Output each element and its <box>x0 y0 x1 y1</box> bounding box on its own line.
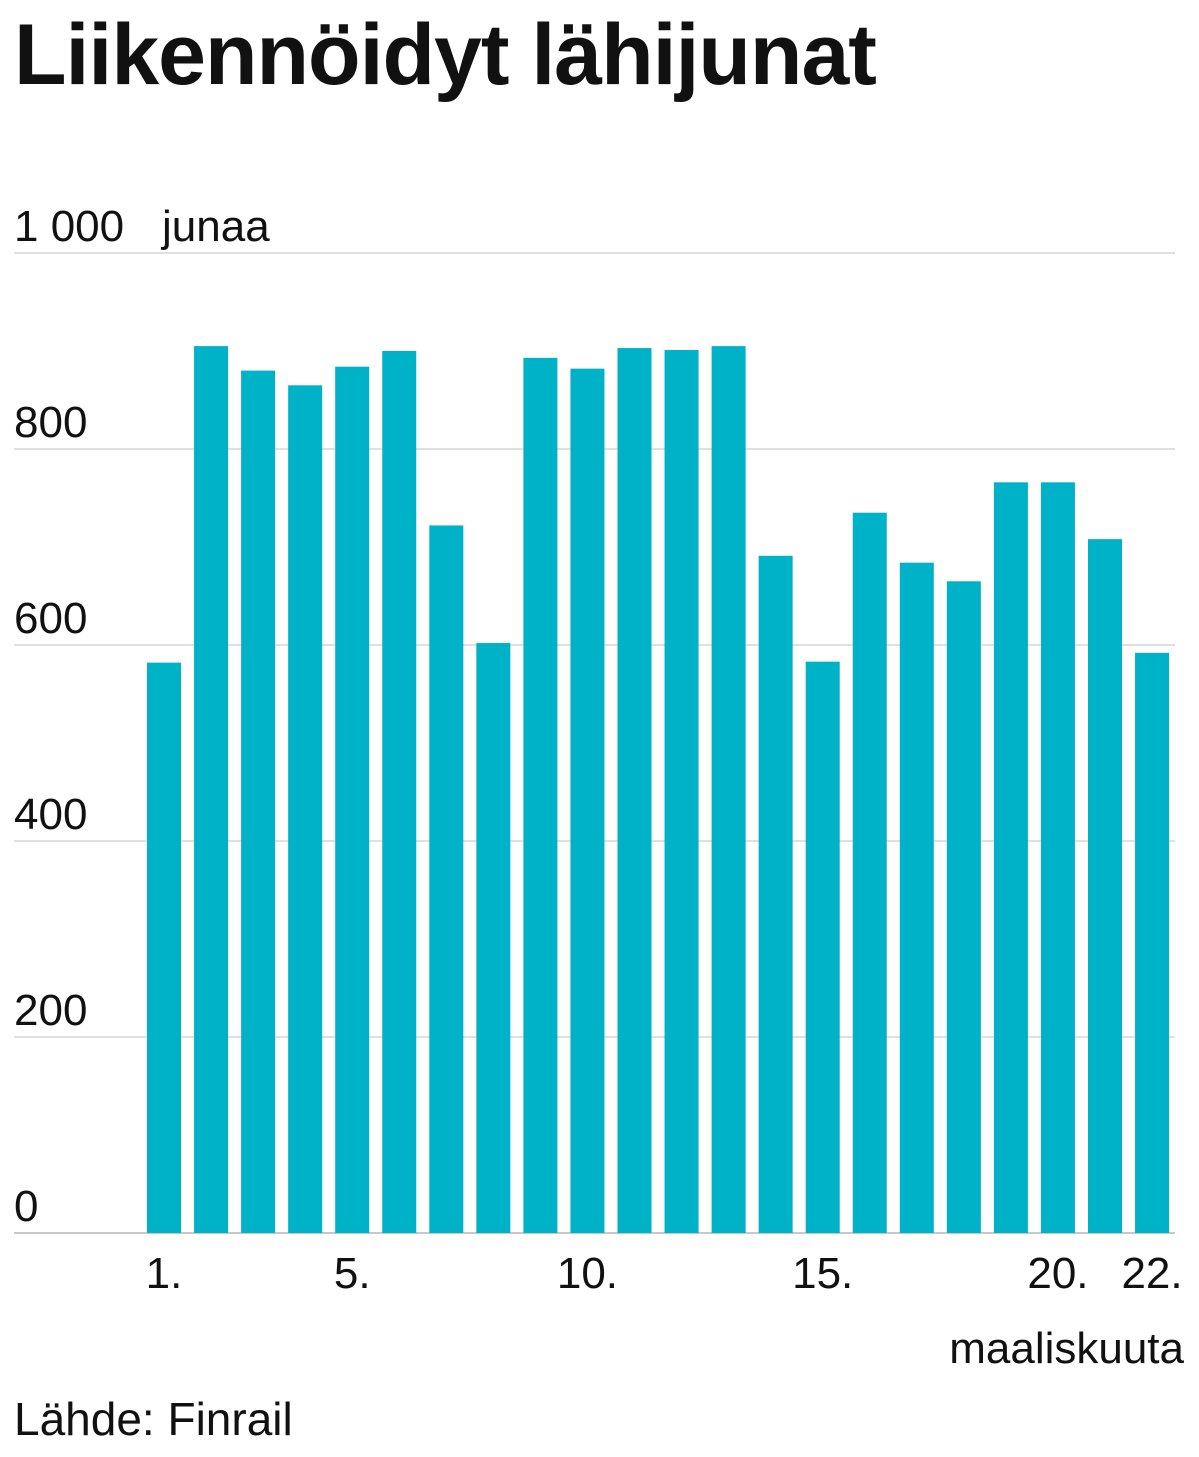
bars <box>147 346 1170 1234</box>
bar-day-2 <box>194 346 229 1234</box>
y-tick-label: 0 <box>14 1182 38 1231</box>
bar-day-5 <box>335 366 370 1233</box>
bar-day-3 <box>241 370 276 1234</box>
chart-title: Liikennöidyt lähijunat <box>14 7 877 103</box>
bar-day-16 <box>852 512 887 1233</box>
y-tick-label: 400 <box>14 790 87 839</box>
y-tick-label: 600 <box>14 594 87 643</box>
bar-day-20 <box>1040 482 1075 1233</box>
x-tick-label: 20. <box>1027 1249 1088 1298</box>
x-tick-labels: 1. 5. 10. 15. 20. 22. <box>146 1249 1183 1298</box>
x-tick-label: 5. <box>334 1249 371 1298</box>
bar-day-12 <box>664 350 699 1233</box>
bar-day-9 <box>523 357 558 1233</box>
bar-day-18 <box>946 581 981 1233</box>
x-tick-label: 15. <box>792 1249 853 1298</box>
bar-day-11 <box>617 348 652 1233</box>
bar-day-4 <box>288 385 323 1233</box>
bar-day-14 <box>758 555 793 1233</box>
bar-day-6 <box>382 351 417 1233</box>
bar-day-1 <box>147 662 181 1233</box>
bar-day-21 <box>1088 539 1122 1233</box>
x-axis-label: maaliskuuta <box>949 1324 1184 1373</box>
bar-day-17 <box>899 562 934 1233</box>
x-tick-label: 10. <box>557 1249 618 1298</box>
bar-day-7 <box>429 525 464 1233</box>
bar-day-10 <box>570 368 605 1233</box>
bar-day-22 <box>1135 652 1170 1233</box>
x-tick-label: 1. <box>146 1249 183 1298</box>
bar-day-15 <box>805 661 840 1233</box>
bar-day-19 <box>993 482 1028 1233</box>
y-tick-label: 800 <box>14 398 87 447</box>
y-tick-label: 200 <box>14 986 87 1035</box>
y-axis-unit-label: junaa <box>160 202 270 251</box>
y-tick-labels: 0 200 400 600 800 1 000 <box>14 202 124 1231</box>
bar-day-8 <box>476 643 511 1233</box>
bar-day-13 <box>711 346 746 1234</box>
x-tick-label: 22. <box>1121 1249 1182 1298</box>
source-note: Lähde: Finrail <box>14 1393 293 1445</box>
y-tick-label: 1 000 <box>14 202 124 251</box>
